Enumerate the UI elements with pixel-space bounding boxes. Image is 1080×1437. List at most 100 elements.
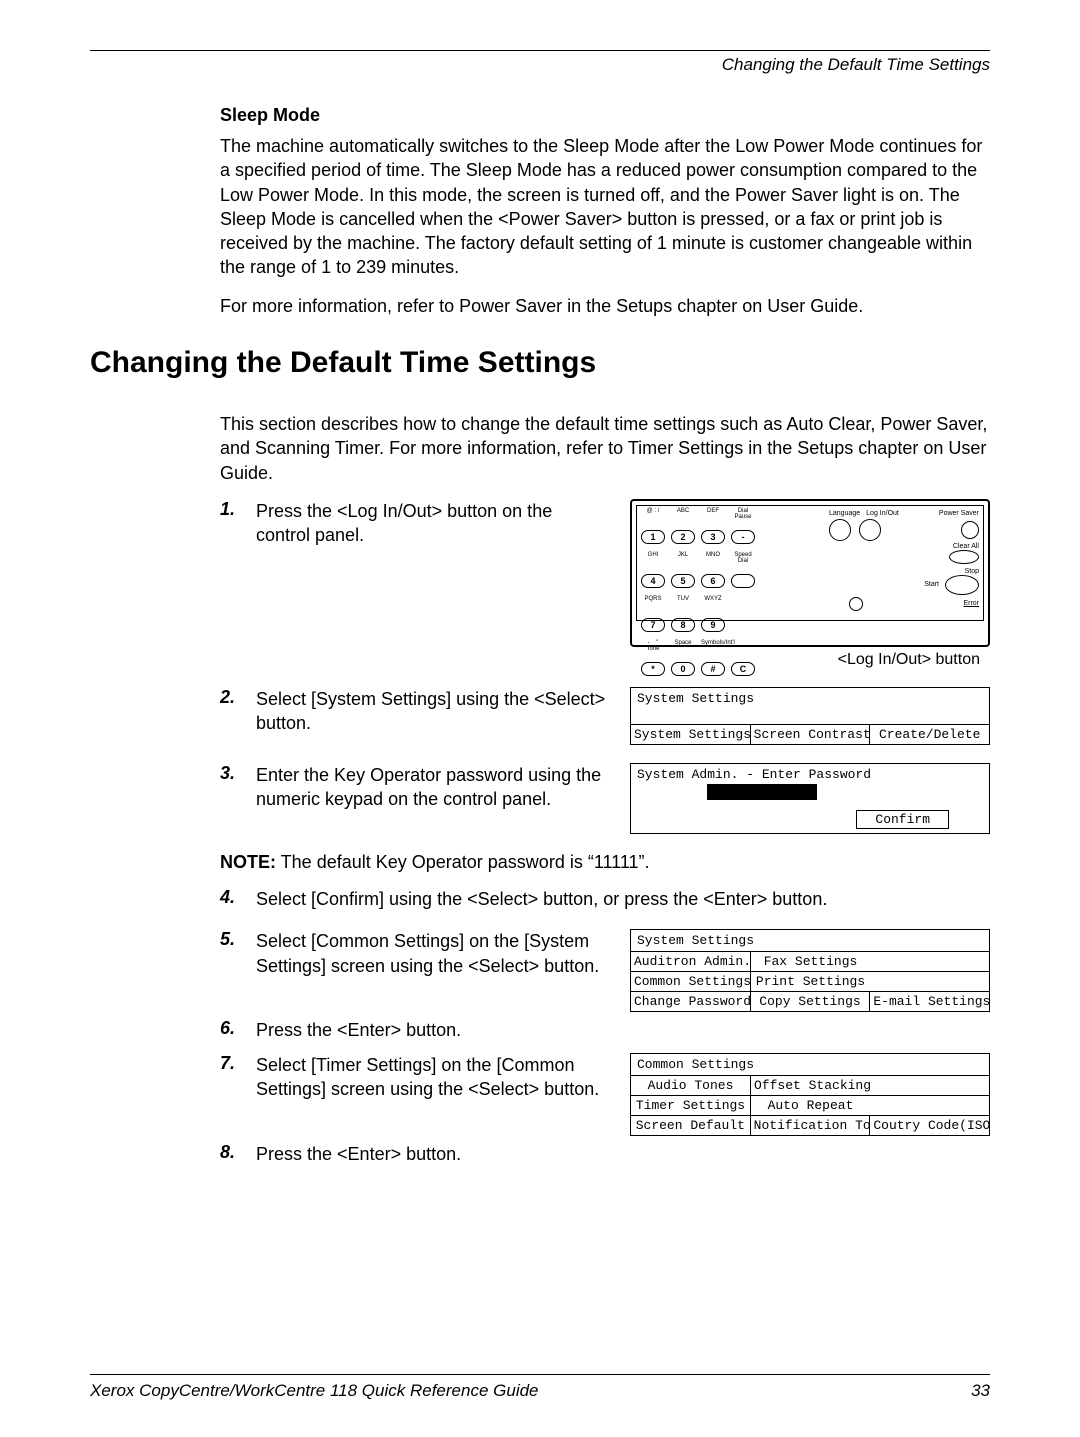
key-label: ABC (671, 508, 695, 528)
step-1-num: 1. (220, 499, 242, 548)
language-label: Language (829, 510, 860, 517)
step-6-text-col: 6. Press the <Enter> button. (220, 1018, 990, 1042)
softkey-create-delete[interactable]: Create/Delete (869, 725, 989, 744)
lcd4-row-1: Timer Settings Auto Repeat (631, 1095, 989, 1115)
lcd2-confirm-row: Confirm (631, 806, 989, 833)
softkey-autorepeat[interactable]: Auto Repeat (750, 1096, 870, 1115)
key-0[interactable]: 0 (671, 662, 695, 676)
softkey-common[interactable]: Common Settings (631, 972, 750, 991)
footer-rule (90, 1374, 990, 1375)
password-field[interactable] (707, 784, 817, 800)
key-label: @ : / (641, 508, 665, 528)
key-speeddial[interactable] (731, 574, 755, 588)
step-5-text-col: 5. Select [Common Settings] on the [Syst… (220, 929, 610, 978)
key-label: DEF (701, 508, 725, 528)
softkey-notiftone[interactable]: Notification Tone (750, 1116, 870, 1135)
key-label: - _ " Tone (641, 640, 665, 660)
note: NOTE: The default Key Operator password … (220, 852, 990, 873)
softkey-fax[interactable]: Fax Settings (750, 952, 870, 971)
start-label: Start (924, 581, 939, 588)
key-label: Dial Pause (731, 508, 755, 528)
softkey-changepw[interactable]: Change Password (631, 992, 750, 1011)
key-c[interactable]: C (731, 662, 755, 676)
key-label: Space (671, 640, 695, 660)
softkey-auditron[interactable]: Auditron Admin. (631, 952, 750, 971)
key-1[interactable]: 1 (641, 530, 665, 544)
body: Sleep Mode The machine automatically swi… (220, 105, 990, 318)
step-2-text-col: 2. Select [System Settings] using the <S… (220, 687, 610, 736)
key-6[interactable]: 6 (701, 574, 725, 588)
powersaver-label: Power Saver (939, 510, 979, 517)
step-3-text-col: 3. Enter the Key Operator password using… (220, 763, 610, 812)
step-5-num: 5. (220, 929, 242, 978)
key-label (731, 596, 755, 616)
key-star[interactable]: * (641, 662, 665, 676)
key-label: PQRS (641, 596, 665, 616)
note-text: The default Key Operator password is “11… (276, 852, 650, 872)
key-8[interactable]: 8 (671, 618, 695, 632)
step-5-text: Select [Common Settings] on the [System … (256, 929, 610, 978)
step-1-text-col: 1. Press the <Log In/Out> button on the … (220, 499, 610, 548)
loginout-button[interactable] (859, 519, 881, 541)
step-1-graphic-col: @ : / ABC DEF Dial Pause 1 2 3 - GHI JKL (628, 499, 990, 669)
lcd1-softkeys: System Settings Screen Contrast Create/D… (631, 724, 989, 744)
step-7-num: 7. (220, 1053, 242, 1102)
note-lead: NOTE: (220, 852, 276, 872)
header-rule (90, 50, 990, 51)
softkey-system-settings[interactable]: System Settings (631, 725, 750, 744)
footer-page-number: 33 (971, 1381, 990, 1401)
softkey-email[interactable]: E-mail Settings (869, 992, 989, 1011)
step-6-row: 6. Press the <Enter> button. (220, 1018, 990, 1042)
softkey-offset[interactable]: Offset Stacking (750, 1076, 870, 1095)
lcd3-row-0: Auditron Admin. Fax Settings (631, 951, 989, 971)
step-2-num: 2. (220, 687, 242, 736)
step-4-num: 4. (220, 887, 242, 911)
error-led (849, 597, 863, 611)
lcd3-row-1: Common Settings Print Settings (631, 971, 989, 991)
softkey-blank (870, 952, 989, 971)
key-label: TUV (671, 596, 695, 616)
control-panel-figure: @ : / ABC DEF Dial Pause 1 2 3 - GHI JKL (630, 499, 990, 647)
step-4-text-col: 4. Select [Confirm] using the <Select> b… (220, 887, 990, 911)
key-3[interactable]: 3 (701, 530, 725, 544)
start-button[interactable] (945, 575, 979, 595)
softkey-copy[interactable]: Copy Settings (750, 992, 870, 1011)
softkey-print[interactable]: Print Settings (750, 972, 870, 991)
key-7[interactable]: 7 (641, 618, 665, 632)
key-4[interactable]: 4 (641, 574, 665, 588)
control-panel-right: Language Log In/Out Power Saver Clear Al… (829, 510, 979, 618)
step-6-text: Press the <Enter> button. (256, 1018, 461, 1042)
control-panel-inner: @ : / ABC DEF Dial Pause 1 2 3 - GHI JKL (636, 505, 984, 621)
step-4-text: Select [Confirm] using the <Select> butt… (256, 887, 827, 911)
intro-para: This section describes how to change the… (220, 412, 990, 485)
softkey-country[interactable]: Coutry Code(ISO) (869, 1116, 989, 1135)
softkey-screen-contrast[interactable]: Screen Contrast (750, 725, 870, 744)
key-dialpause[interactable]: - (731, 530, 755, 544)
softkey-audio[interactable]: Audio Tones (631, 1076, 750, 1095)
clearall-button[interactable] (949, 550, 979, 564)
stop-label: Stop (829, 568, 979, 575)
powersaver-button[interactable] (961, 521, 979, 539)
key-9[interactable]: 9 (701, 618, 725, 632)
step-2-row: 2. Select [System Settings] using the <S… (220, 687, 990, 745)
softkey-screendefault[interactable]: Screen Default (631, 1116, 750, 1135)
running-header: Changing the Default Time Settings (90, 55, 990, 75)
language-button[interactable] (829, 519, 851, 541)
footer: Xerox CopyCentre/WorkCentre 118 Quick Re… (90, 1374, 990, 1401)
sleep-mode-heading: Sleep Mode (220, 105, 990, 126)
lcd3-title: System Settings (631, 930, 989, 951)
step-2-graphic-col: System Settings System Settings Screen C… (628, 687, 990, 745)
key-hash[interactable]: # (701, 662, 725, 676)
key-label: JKL (671, 552, 695, 572)
softkey-blank (870, 972, 989, 991)
key-2[interactable]: 2 (671, 530, 695, 544)
confirm-button[interactable]: Confirm (856, 810, 949, 829)
step-8-num: 8. (220, 1142, 242, 1166)
lcd-system-settings-menu: System Settings Auditron Admin. Fax Sett… (630, 929, 990, 1012)
step-4-row: 4. Select [Confirm] using the <Select> b… (220, 887, 990, 911)
key-5[interactable]: 5 (671, 574, 695, 588)
step-7-text: Select [Timer Settings] on the [Common S… (256, 1053, 610, 1102)
softkey-timer[interactable]: Timer Settings (631, 1096, 750, 1115)
key-label: MNO (701, 552, 725, 572)
softkey-blank (870, 1096, 989, 1115)
